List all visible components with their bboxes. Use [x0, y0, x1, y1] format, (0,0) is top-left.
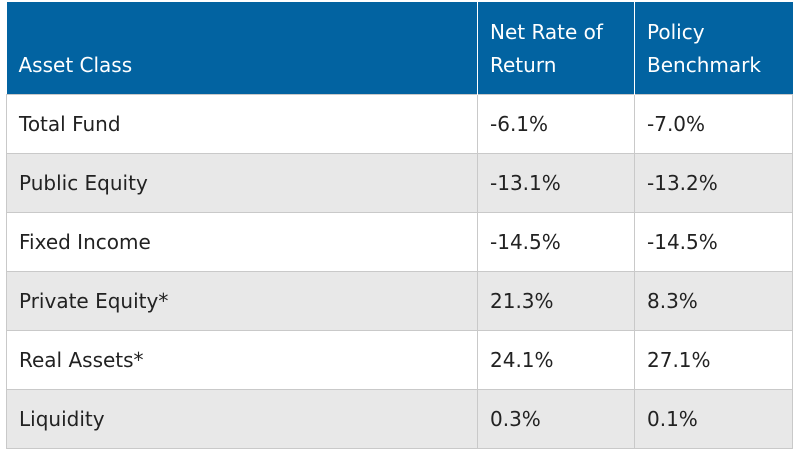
header-asset-class: Asset Class	[6, 2, 478, 94]
cell-asset-class: Real Assets*	[6, 329, 478, 390]
header-label: Asset Class	[18, 52, 133, 77]
returns-table: Asset Class Net Rate of Return Policy Be…	[6, 2, 793, 449]
cell-benchmark: -14.5%	[634, 211, 793, 272]
header-net-rate-of-return: Net Rate of Return	[477, 2, 635, 94]
cell-benchmark: 27.1%	[634, 329, 793, 390]
cell-benchmark: -13.2%	[634, 152, 793, 213]
returns-table-container: Asset Class Net Rate of Return Policy Be…	[6, 2, 793, 449]
table-row: Real Assets* 24.1% 27.1%	[6, 329, 793, 390]
table-header: Asset Class Net Rate of Return Policy Be…	[6, 2, 793, 94]
table-row: Fixed Income -14.5% -14.5%	[6, 211, 793, 272]
cell-net-return: -13.1%	[477, 152, 635, 213]
cell-net-return: 24.1%	[477, 329, 635, 390]
cell-asset-class: Total Fund	[6, 93, 478, 154]
table-row: Liquidity 0.3% 0.1%	[6, 388, 793, 449]
table-row: Private Equity* 21.3% 8.3%	[6, 270, 793, 331]
table-body: Total Fund -6.1% -7.0% Public Equity -13…	[6, 93, 793, 449]
cell-benchmark: 8.3%	[634, 270, 793, 331]
cell-asset-class: Liquidity	[6, 388, 478, 449]
cell-net-return: -6.1%	[477, 93, 635, 154]
cell-asset-class: Public Equity	[6, 152, 478, 213]
table-row: Public Equity -13.1% -13.2%	[6, 152, 793, 213]
cell-benchmark: -7.0%	[634, 93, 793, 154]
table-row: Total Fund -6.1% -7.0%	[6, 93, 793, 154]
header-policy-benchmark: Policy Benchmark	[634, 2, 793, 94]
cell-benchmark: 0.1%	[634, 388, 793, 449]
cell-net-return: 0.3%	[477, 388, 635, 449]
cell-asset-class: Fixed Income	[6, 211, 478, 272]
cell-net-return: -14.5%	[477, 211, 635, 272]
cell-net-return: 21.3%	[477, 270, 635, 331]
header-label: Policy Benchmark	[647, 19, 761, 77]
header-row: Asset Class Net Rate of Return Policy Be…	[6, 2, 793, 94]
header-label: Net Rate of Return	[490, 19, 603, 77]
cell-asset-class: Private Equity*	[6, 270, 478, 331]
